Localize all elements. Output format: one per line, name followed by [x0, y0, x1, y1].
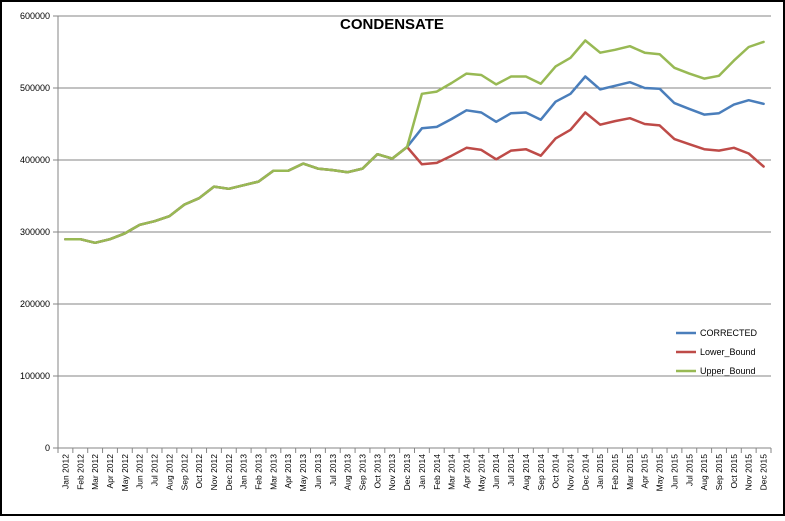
x-tick-label: Oct 2015 — [729, 454, 739, 489]
x-tick-label: May 2012 — [120, 454, 130, 492]
x-tick-labels: Jan 2012 Feb 2012 Mar 2012 Apr 2012 May 2012… — [60, 454, 768, 492]
y-tick-label: 100000 — [20, 371, 50, 381]
legend-label: Upper_Bound — [700, 366, 756, 376]
y-tick-label: 600000 — [20, 11, 50, 21]
x-tick-label: Aug 2013 — [343, 454, 353, 491]
x-tick-label: Jul 2015 — [684, 454, 694, 486]
x-tick-label: Dec 2013 — [402, 454, 412, 491]
x-tick-label: Dec 2014 — [580, 454, 590, 491]
series-lines — [64, 39, 765, 245]
x-tick-label: Mar 2012 — [90, 454, 100, 490]
y-tick-label: 300000 — [20, 227, 50, 237]
x-tick-label: May 2014 — [476, 454, 486, 492]
x-tick-label: Apr 2012 — [105, 454, 115, 489]
y-tick-label: 400000 — [20, 155, 50, 165]
chart-title: CONDENSATE — [340, 16, 444, 33]
x-tick-label: Oct 2012 — [194, 454, 204, 489]
x-tick-label: Feb 2015 — [610, 454, 620, 490]
x-tick-label: Mar 2014 — [447, 454, 457, 490]
x-tick-label: Jun 2012 — [135, 454, 145, 489]
x-tick-label: Jan 2012 — [60, 454, 70, 489]
x-tick-label: Mar 2015 — [625, 454, 635, 490]
x-tick-label: Nov 2015 — [744, 454, 754, 491]
series-line-upper-bound — [64, 39, 765, 245]
x-tick-label: Jul 2013 — [328, 454, 338, 486]
x-tick-label: May 2015 — [655, 454, 665, 492]
x-tick-label: Jun 2013 — [313, 454, 323, 489]
grid-lines — [58, 15, 771, 377]
x-tick-label: Jun 2014 — [491, 454, 501, 489]
x-tick-label: Sep 2015 — [714, 454, 724, 491]
x-tick-label: Aug 2015 — [699, 454, 709, 491]
y-tick-label: 200000 — [20, 299, 50, 309]
x-tick-label: Nov 2012 — [209, 454, 219, 491]
x-tick-label: Feb 2012 — [75, 454, 85, 490]
x-tick-label: Aug 2012 — [164, 454, 174, 491]
legend-label: Lower_Bound — [700, 347, 756, 357]
x-tick-label: Dec 2015 — [759, 454, 769, 491]
x-tick-label: Aug 2014 — [521, 454, 531, 491]
x-tick-label: Jul 2012 — [150, 454, 160, 486]
x-tick-label: Oct 2014 — [551, 454, 561, 489]
y-tick-label: 500000 — [20, 83, 50, 93]
x-tick-label: Apr 2013 — [283, 454, 293, 489]
x-tick-label: Sep 2013 — [358, 454, 368, 491]
legend: CORRECTED Lower_Bound Upper_Bound — [676, 328, 758, 376]
x-tick-label: Apr 2015 — [640, 454, 650, 489]
x-tick-label: Jan 2015 — [595, 454, 605, 489]
x-tick-label: Sep 2012 — [179, 454, 189, 491]
x-tick-label: Mar 2013 — [268, 454, 278, 490]
x-tick-label: Nov 2013 — [387, 454, 397, 491]
x-tick-label: Feb 2014 — [432, 454, 442, 490]
x-tick-label: Jun 2015 — [669, 454, 679, 489]
x-tick-label: Nov 2014 — [565, 454, 575, 491]
x-tick-label: Apr 2014 — [461, 454, 471, 489]
x-tick-label: Jul 2014 — [506, 454, 516, 486]
legend-label: CORRECTED — [700, 328, 758, 338]
x-tick-label: Feb 2013 — [254, 454, 264, 490]
axes — [53, 15, 772, 453]
x-tick-label: Jan 2013 — [239, 454, 249, 489]
x-tick-label: Oct 2013 — [372, 454, 382, 489]
x-tick-label: Sep 2014 — [536, 454, 546, 491]
y-tick-labels: 0 100000 200000 300000 400000 500000 600000 — [20, 11, 50, 453]
x-tick-label: May 2013 — [298, 454, 308, 492]
x-tick-label: Dec 2012 — [224, 454, 234, 491]
y-tick-label: 0 — [45, 443, 50, 453]
x-tick-label: Jan 2014 — [417, 454, 427, 489]
